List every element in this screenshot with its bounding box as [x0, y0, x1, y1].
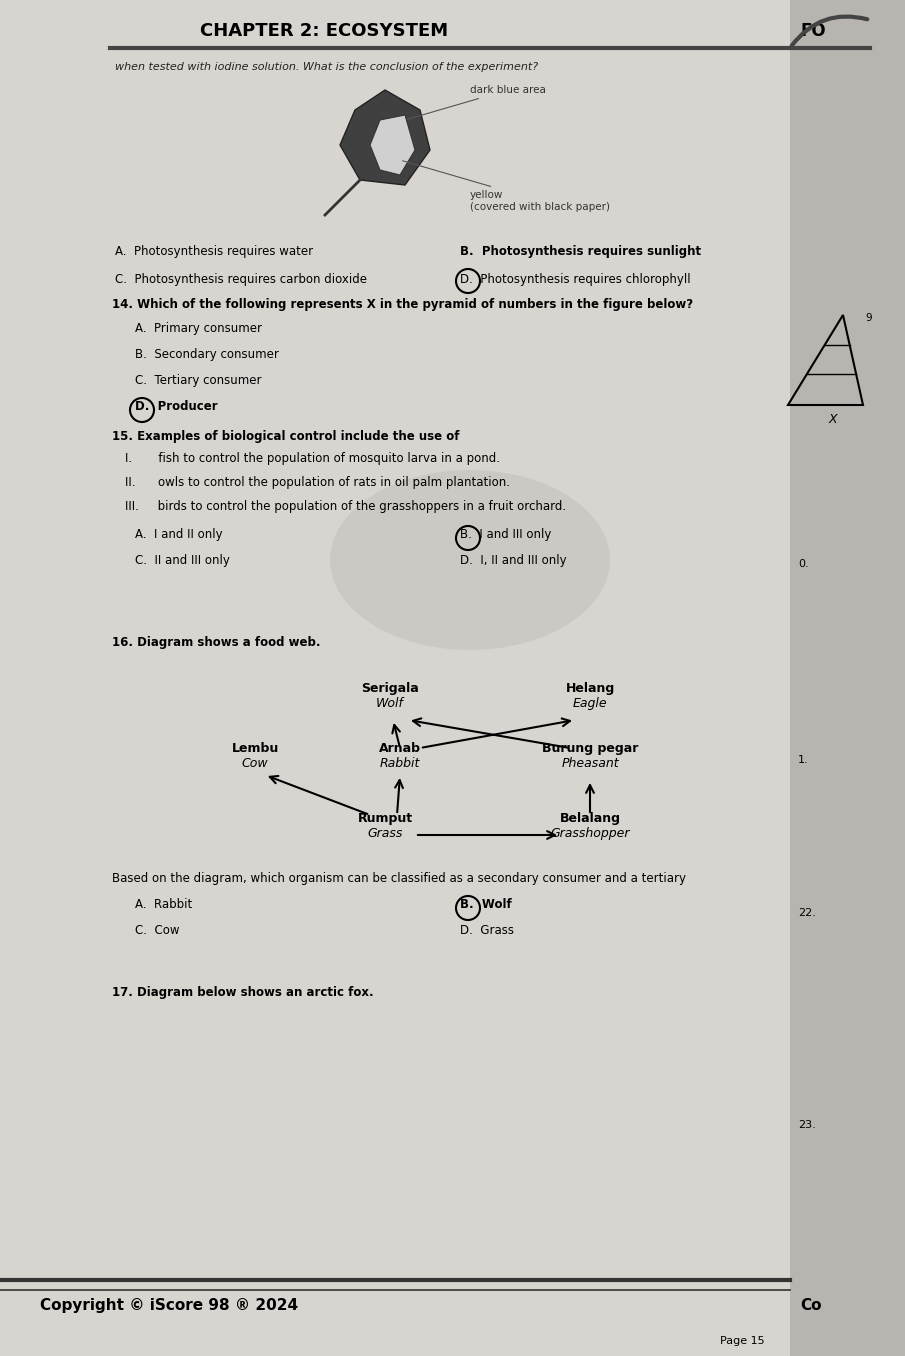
Text: Page 15: Page 15 [720, 1336, 765, 1347]
Text: 16. Diagram shows a food web.: 16. Diagram shows a food web. [112, 636, 320, 650]
Text: dark blue area: dark blue area [407, 85, 546, 119]
Text: Copyright © iScore 98 ® 2024: Copyright © iScore 98 ® 2024 [40, 1298, 298, 1313]
Text: Lembu: Lembu [232, 742, 279, 755]
Text: Based on the diagram, which organism can be classified as a secondary consumer a: Based on the diagram, which organism can… [112, 872, 686, 885]
Text: C.  II and III only: C. II and III only [135, 555, 230, 567]
Text: A.  Photosynthesis requires water: A. Photosynthesis requires water [115, 245, 313, 258]
Text: D.  Grass: D. Grass [460, 923, 514, 937]
Text: 22.: 22. [798, 909, 816, 918]
Text: Rabbit: Rabbit [380, 757, 420, 770]
Text: D.  I, II and III only: D. I, II and III only [460, 555, 567, 567]
Text: B.  Wolf: B. Wolf [460, 898, 511, 911]
Text: II.      owls to control the population of rats in oil palm plantation.: II. owls to control the population of ra… [125, 476, 510, 490]
Ellipse shape [330, 471, 610, 650]
Polygon shape [340, 89, 430, 184]
Text: 15. Examples of biological control include the use of: 15. Examples of biological control inclu… [112, 430, 460, 443]
Text: 17. Diagram below shows an arctic fox.: 17. Diagram below shows an arctic fox. [112, 986, 374, 999]
Text: Serigala: Serigala [361, 682, 419, 696]
Text: B.  Secondary consumer: B. Secondary consumer [135, 348, 279, 361]
Text: 14. Which of the following represents X in the pyramid of numbers in the figure : 14. Which of the following represents X … [112, 298, 693, 311]
Text: Burung pegar: Burung pegar [542, 742, 638, 755]
Text: Grasshopper: Grasshopper [550, 827, 630, 839]
Text: Grass: Grass [367, 827, 403, 839]
Text: Wolf: Wolf [376, 697, 404, 711]
Polygon shape [370, 115, 415, 175]
Text: FO: FO [800, 22, 825, 39]
Text: 1.: 1. [798, 755, 809, 765]
Bar [790, 0, 905, 1356]
Text: Rumput: Rumput [357, 812, 413, 824]
Text: Cow: Cow [242, 757, 268, 770]
Bar [0, 0, 790, 1356]
Text: Co: Co [800, 1298, 822, 1313]
Text: Pheasant: Pheasant [561, 757, 619, 770]
Text: A.  Rabbit: A. Rabbit [135, 898, 192, 911]
Text: III.     birds to control the population of the grasshoppers in a fruit orchard.: III. birds to control the population of … [125, 500, 567, 513]
Text: A.  Primary consumer: A. Primary consumer [135, 321, 262, 335]
Text: yellow
(covered with black paper): yellow (covered with black paper) [403, 161, 610, 212]
Text: I.       fish to control the population of mosquito larva in a pond.: I. fish to control the population of mos… [125, 452, 500, 465]
Text: B.  I and III only: B. I and III only [460, 527, 551, 541]
Text: B.  Photosynthesis requires sunlight: B. Photosynthesis requires sunlight [460, 245, 701, 258]
Text: D.  Producer: D. Producer [135, 400, 217, 414]
Text: X: X [829, 414, 837, 426]
Text: Arnab: Arnab [379, 742, 421, 755]
Text: 0.: 0. [798, 559, 809, 570]
Text: C.  Cow: C. Cow [135, 923, 179, 937]
Text: Belalang: Belalang [559, 812, 621, 824]
Text: 9: 9 [865, 313, 872, 323]
Text: C.  Tertiary consumer: C. Tertiary consumer [135, 374, 262, 386]
Text: 23.: 23. [798, 1120, 815, 1130]
Text: Eagle: Eagle [573, 697, 607, 711]
Text: when tested with iodine solution. What is the conclusion of the experiment?: when tested with iodine solution. What i… [115, 62, 538, 72]
Text: Helang: Helang [566, 682, 614, 696]
Text: A.  I and II only: A. I and II only [135, 527, 223, 541]
Text: D.  Photosynthesis requires chlorophyll: D. Photosynthesis requires chlorophyll [460, 273, 691, 286]
Text: CHAPTER 2: ECOSYSTEM: CHAPTER 2: ECOSYSTEM [200, 22, 448, 39]
Text: C.  Photosynthesis requires carbon dioxide: C. Photosynthesis requires carbon dioxid… [115, 273, 367, 286]
